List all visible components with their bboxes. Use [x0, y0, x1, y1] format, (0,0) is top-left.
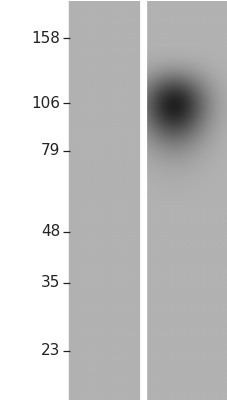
Text: 158: 158: [31, 31, 60, 46]
Text: 23: 23: [41, 344, 60, 358]
Text: 79: 79: [41, 143, 60, 158]
Text: 106: 106: [31, 96, 60, 110]
Text: 48: 48: [41, 224, 60, 239]
Text: 35: 35: [41, 275, 60, 290]
